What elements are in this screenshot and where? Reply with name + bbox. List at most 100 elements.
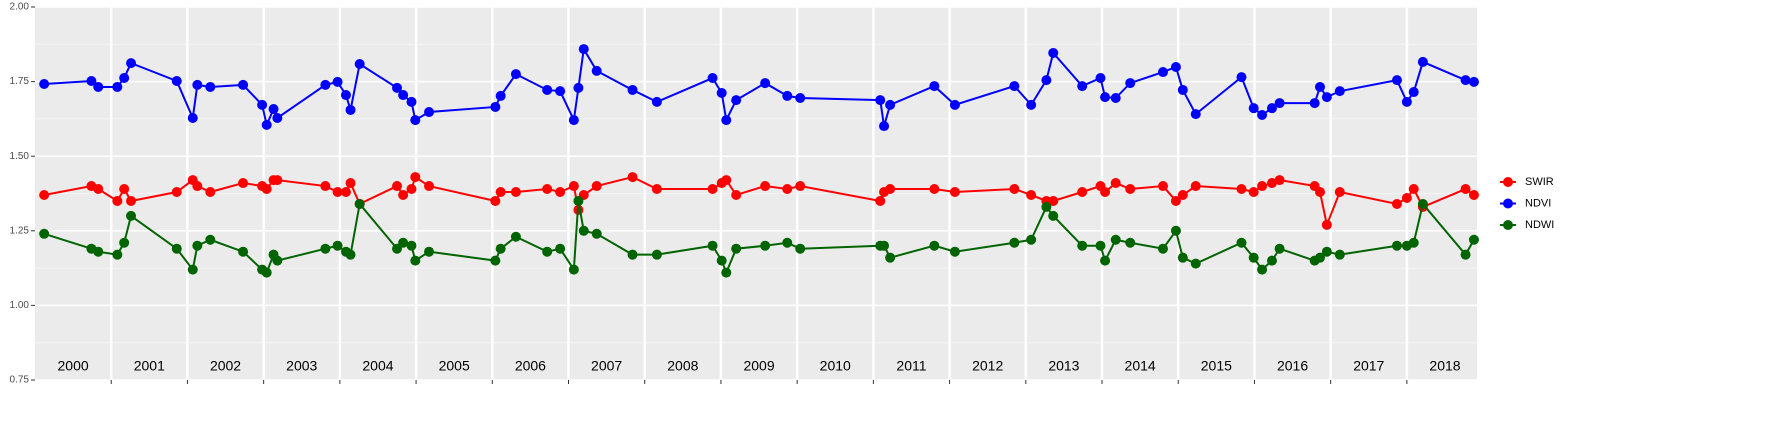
- point: [1177, 84, 1188, 95]
- point: [929, 184, 940, 195]
- point: [1236, 72, 1247, 83]
- series-line: [44, 46, 1475, 129]
- point: [929, 240, 940, 251]
- point: [340, 187, 351, 198]
- point: [1077, 187, 1088, 198]
- year-label: 2010: [820, 358, 851, 374]
- point: [495, 243, 506, 254]
- point: [490, 101, 501, 112]
- year-label: 2000: [58, 358, 89, 374]
- point: [760, 181, 771, 192]
- point: [1248, 103, 1259, 114]
- point: [112, 195, 123, 206]
- point: [1125, 237, 1136, 248]
- point: [171, 243, 182, 254]
- point: [261, 267, 272, 278]
- year-label: 2004: [362, 358, 393, 374]
- point: [1009, 237, 1020, 248]
- point: [578, 225, 589, 236]
- year-label: 2002: [210, 358, 241, 374]
- point: [192, 79, 203, 90]
- point: [795, 93, 806, 104]
- point: [627, 84, 638, 95]
- point: [1009, 184, 1020, 195]
- point: [542, 84, 553, 95]
- point: [1460, 249, 1471, 260]
- point: [1041, 201, 1052, 212]
- point: [573, 82, 584, 93]
- point: [119, 237, 130, 248]
- point: [731, 95, 742, 106]
- point: [885, 184, 896, 195]
- point: [721, 115, 732, 126]
- point: [1170, 61, 1181, 72]
- point: [707, 73, 718, 84]
- point: [573, 195, 584, 206]
- point: [1468, 234, 1479, 245]
- point: [885, 252, 896, 263]
- point: [949, 187, 960, 198]
- point: [651, 184, 662, 195]
- y-tick-label: 1.75: [10, 76, 30, 87]
- point: [1460, 75, 1471, 86]
- point: [1257, 181, 1268, 192]
- point: [119, 184, 130, 195]
- point: [86, 76, 97, 87]
- year-label: 2003: [286, 358, 317, 374]
- point: [875, 95, 886, 106]
- point: [238, 178, 249, 189]
- point: [578, 44, 589, 55]
- point: [332, 240, 343, 251]
- point: [1190, 258, 1201, 269]
- point: [731, 243, 742, 254]
- point: [1077, 81, 1088, 92]
- point: [1391, 75, 1402, 86]
- point: [398, 237, 409, 248]
- legend-label: SWIR: [1525, 176, 1554, 188]
- point: [1468, 189, 1479, 200]
- year-label: 2012: [972, 358, 1003, 374]
- point: [1408, 184, 1419, 195]
- point: [1157, 181, 1168, 192]
- point: [1460, 184, 1471, 195]
- point: [93, 81, 104, 92]
- point: [1125, 78, 1136, 89]
- point: [1408, 237, 1419, 248]
- point: [1248, 187, 1259, 198]
- year-label: 2005: [439, 358, 470, 374]
- point: [238, 79, 249, 90]
- point: [555, 243, 566, 254]
- y-tick-label: 0.75: [10, 375, 30, 386]
- point: [1095, 73, 1106, 84]
- point: [205, 81, 216, 92]
- point: [1100, 255, 1111, 266]
- point: [1257, 264, 1268, 275]
- point: [272, 175, 283, 186]
- point: [1048, 210, 1059, 221]
- point: [332, 76, 343, 87]
- point: [1266, 255, 1277, 266]
- point: [1110, 93, 1121, 104]
- point: [1177, 252, 1188, 263]
- point: [320, 181, 331, 192]
- point: [187, 264, 198, 275]
- point: [1110, 178, 1121, 189]
- point: [1157, 243, 1168, 254]
- point: [93, 246, 104, 257]
- point: [510, 69, 521, 80]
- point: [760, 240, 771, 251]
- year-label: 2014: [1125, 358, 1156, 374]
- point: [126, 58, 137, 69]
- year-label: 2001: [134, 358, 165, 374]
- point: [1321, 92, 1332, 103]
- year-label: 2017: [1353, 358, 1384, 374]
- point: [320, 79, 331, 90]
- year-label: 2007: [591, 358, 622, 374]
- point: [398, 189, 409, 200]
- point: [406, 184, 417, 195]
- point: [1100, 187, 1111, 198]
- point: [542, 184, 553, 195]
- point: [354, 58, 365, 69]
- point: [591, 65, 602, 76]
